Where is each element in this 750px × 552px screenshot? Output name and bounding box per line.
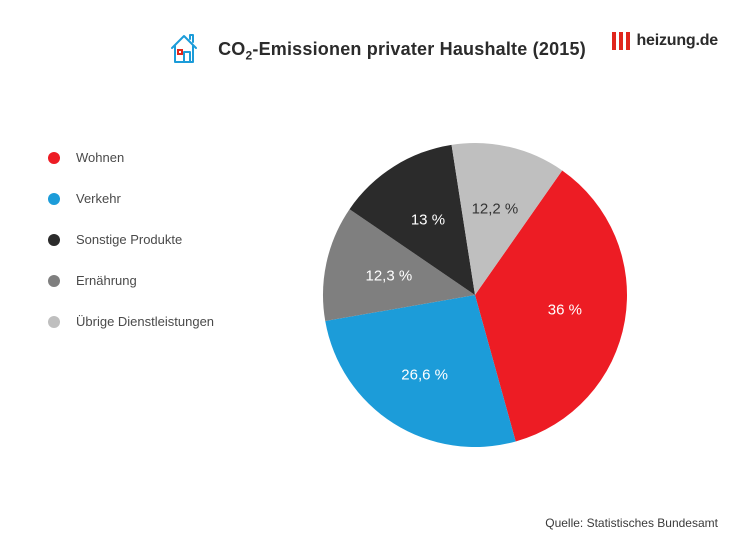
brand-logo: heizung.de — [612, 32, 718, 50]
slice-label: 26,6 % — [401, 366, 448, 383]
legend-item: Sonstige Produkte — [48, 232, 214, 247]
house-icon-stroke — [172, 35, 196, 62]
page-title: CO2-Emissionen privater Haushalte (2015) — [218, 39, 586, 63]
legend-label: Verkehr — [76, 191, 121, 206]
pie-chart: 36 % 26,6 % 12,3 % 13 % 12,2 % — [320, 140, 630, 450]
title-post: -Emissionen privater Haushalte (2015) — [252, 39, 586, 59]
title-pre: CO — [218, 39, 245, 59]
brand-bars-icon — [612, 32, 630, 50]
legend-dot — [48, 316, 60, 328]
slice-label: 12,3 % — [365, 268, 412, 285]
legend-label: Sonstige Produkte — [76, 232, 182, 247]
legend-dot — [48, 152, 60, 164]
slice-label: 12,2 % — [472, 201, 519, 218]
page: CO2-Emissionen privater Haushalte (2015)… — [0, 0, 750, 552]
legend-item: Ernährung — [48, 273, 214, 288]
legend-dot — [48, 234, 60, 246]
house-icon-accent — [178, 50, 182, 54]
source-label: Quelle: Statistisches Bundesamt — [545, 516, 718, 530]
legend-item: Wohnen — [48, 150, 214, 165]
legend-dot — [48, 275, 60, 287]
legend-label: Ernährung — [76, 273, 137, 288]
legend-item: Übrige Dienstleistungen — [48, 314, 214, 329]
legend-dot — [48, 193, 60, 205]
pie-svg — [320, 140, 630, 450]
legend-label: Übrige Dienstleistungen — [76, 314, 214, 329]
legend: Wohnen Verkehr Sonstige Produkte Ernährung Ü… — [48, 150, 214, 329]
slice-label: 36 % — [548, 302, 582, 319]
house-icon — [164, 28, 204, 73]
legend-label: Wohnen — [76, 150, 124, 165]
slice-label: 13 % — [411, 212, 445, 229]
brand-text: heizung.de — [636, 32, 718, 50]
legend-item: Verkehr — [48, 191, 214, 206]
